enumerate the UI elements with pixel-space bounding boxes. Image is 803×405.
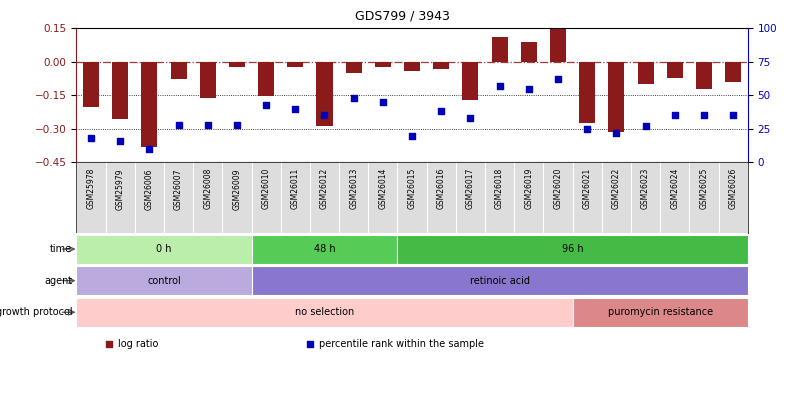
Text: GSM26012: GSM26012 (320, 168, 328, 209)
Point (172, 122, 185, 128)
Text: GSM26015: GSM26015 (407, 168, 416, 209)
Text: control: control (147, 276, 181, 286)
Text: GSM26008: GSM26008 (203, 168, 212, 209)
Text: GSM26010: GSM26010 (261, 168, 271, 209)
Text: puromycin resistance: puromycin resistance (607, 307, 711, 317)
Bar (695, 62, 711, 89)
Bar (404, 62, 419, 71)
Text: GSM26014: GSM26014 (378, 168, 387, 209)
Bar (251, 266, 747, 295)
Bar (462, 62, 478, 100)
Point (522, 85, 535, 92)
Text: 0 h: 0 h (156, 244, 172, 254)
Text: retinoic acid: retinoic acid (469, 276, 529, 286)
Point (698, 161, 711, 167)
Point (463, 115, 476, 122)
Bar (251, 234, 397, 264)
Text: GSM26006: GSM26006 (145, 168, 153, 209)
Point (492, 83, 505, 89)
Text: GSM26024: GSM26024 (670, 168, 679, 209)
Point (580, 126, 593, 132)
Bar (170, 62, 186, 79)
Bar (520, 42, 536, 62)
Point (143, 146, 156, 152)
Text: agent: agent (44, 276, 72, 286)
Text: GDS799 / 3943: GDS799 / 3943 (354, 10, 449, 23)
Bar (724, 62, 740, 82)
Bar (491, 37, 507, 62)
Text: GSM26016: GSM26016 (436, 168, 445, 209)
Text: GSM26023: GSM26023 (640, 168, 650, 209)
Text: GSM26025: GSM26025 (699, 168, 707, 209)
Point (347, 95, 360, 101)
Point (376, 99, 389, 105)
Text: GSM26011: GSM26011 (291, 168, 300, 209)
Bar (345, 62, 361, 73)
Point (551, 76, 564, 83)
Text: percentile rank within the sample: percentile rank within the sample (319, 339, 483, 350)
Bar (374, 62, 390, 67)
Bar (229, 62, 245, 68)
Bar (397, 234, 747, 264)
Point (667, 112, 680, 119)
Bar (549, 30, 565, 62)
Text: GSM26021: GSM26021 (582, 168, 591, 209)
Text: log ratio: log ratio (118, 339, 158, 350)
Bar (608, 62, 624, 132)
Point (405, 132, 418, 139)
Point (638, 123, 651, 130)
Bar (578, 62, 594, 123)
Bar (112, 62, 128, 119)
Bar (141, 62, 157, 147)
Point (318, 112, 331, 119)
Bar (287, 62, 303, 67)
Text: 96 h: 96 h (561, 244, 583, 254)
Point (84, 135, 97, 141)
Text: GSM26019: GSM26019 (524, 168, 532, 209)
Bar (433, 62, 449, 69)
Bar (76, 266, 251, 295)
Text: GSM25979: GSM25979 (116, 168, 124, 209)
Bar (199, 62, 215, 98)
Text: GSM26022: GSM26022 (611, 168, 620, 209)
Bar (572, 298, 747, 327)
Text: GSM26018: GSM26018 (495, 168, 503, 209)
Point (726, 112, 739, 119)
Bar (83, 62, 99, 107)
Point (697, 112, 710, 119)
Text: GSM25978: GSM25978 (87, 168, 96, 209)
Point (113, 138, 126, 144)
Bar (637, 62, 653, 84)
Text: time: time (50, 244, 72, 254)
Point (288, 106, 301, 112)
Point (201, 122, 214, 128)
Text: no selection: no selection (295, 307, 353, 317)
Bar (76, 234, 251, 264)
Bar (666, 62, 682, 77)
Text: GSM26026: GSM26026 (728, 168, 736, 209)
Point (609, 130, 622, 136)
Bar (76, 298, 572, 327)
Text: GSM26013: GSM26013 (349, 168, 357, 209)
Point (230, 122, 243, 128)
Text: GSM26007: GSM26007 (173, 168, 183, 209)
Bar (258, 62, 274, 96)
Text: GSM26017: GSM26017 (466, 168, 475, 209)
Text: 48 h: 48 h (313, 244, 335, 254)
Bar (316, 62, 332, 126)
Text: growth protocol: growth protocol (0, 307, 72, 317)
Point (259, 102, 272, 108)
Text: GSM26009: GSM26009 (232, 168, 241, 209)
Point (434, 108, 447, 115)
Text: GSM26020: GSM26020 (552, 168, 562, 209)
